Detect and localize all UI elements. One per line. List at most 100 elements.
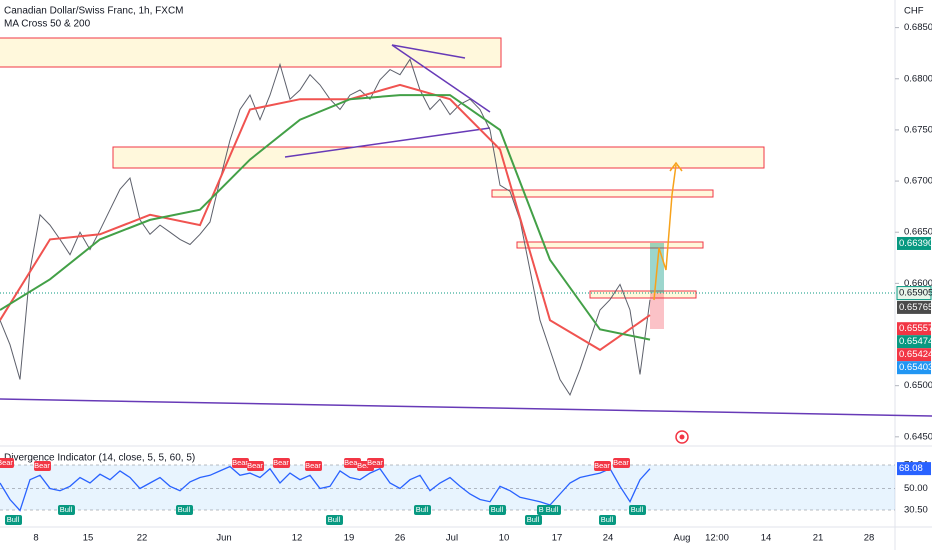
signal-label: Bear xyxy=(367,458,383,467)
x-tick-label: Jun xyxy=(216,533,231,544)
signal-tag xyxy=(525,515,542,525)
zone xyxy=(0,37,502,68)
signal-tag xyxy=(414,505,431,515)
x-tick-label: 10 xyxy=(499,533,510,544)
oscillator-title: Divergence Indicator (14, close, 5, 5, 6… xyxy=(4,453,195,464)
signal-label: Bear xyxy=(594,461,610,470)
x-tick-label: 24 xyxy=(603,533,614,544)
signal-label: Bull xyxy=(546,505,559,514)
projection-head xyxy=(669,161,683,172)
x-tick-label: 12 xyxy=(292,533,303,544)
x-tick-label: 15 xyxy=(83,533,94,544)
x-tick-label: 21 xyxy=(813,533,824,544)
trendline xyxy=(391,44,466,59)
price-badge-label: 0.65557 xyxy=(899,323,932,334)
x-tick-label: 14 xyxy=(761,533,772,544)
price-badge-label: 0.65474 xyxy=(899,336,932,347)
long-stop xyxy=(650,293,664,329)
signal-tag xyxy=(5,515,22,525)
signal-tag xyxy=(594,461,611,471)
signal-label: Bull xyxy=(601,515,614,524)
signal-tag xyxy=(273,458,290,468)
signal-tag xyxy=(613,458,630,468)
x-tick-label: 22 xyxy=(137,533,148,544)
zone xyxy=(516,241,704,249)
signal-tag xyxy=(367,458,384,468)
x-tick-label: Jul xyxy=(446,533,458,544)
signal-tag xyxy=(629,505,646,515)
x-tick-label: 17 xyxy=(552,533,563,544)
series-line xyxy=(0,465,651,512)
symbol-title: Canadian Dollar/Swiss Franc, 1h, FXCM xyxy=(4,6,184,17)
x-tick-label: 28 xyxy=(864,533,875,544)
zone xyxy=(112,146,765,169)
zone xyxy=(589,290,697,299)
signal-label: Bear xyxy=(247,461,263,470)
price-badge xyxy=(897,335,931,349)
trendline xyxy=(284,127,491,158)
price-badge xyxy=(897,300,931,314)
price-badge xyxy=(897,236,931,250)
indicator-title: MA Cross 50 & 200 xyxy=(4,19,91,30)
alert-icon[interactable] xyxy=(675,430,689,444)
projection xyxy=(653,164,677,301)
signal-tag xyxy=(0,458,14,468)
alert-dot xyxy=(679,434,685,440)
series-line xyxy=(0,58,651,396)
band xyxy=(0,465,895,510)
signal-tag xyxy=(305,461,322,471)
signal-label: Bear xyxy=(273,458,289,467)
signal-tag xyxy=(232,458,249,468)
x-tick-label: 19 xyxy=(344,533,355,544)
trendline xyxy=(391,44,491,113)
signal-label: Bull xyxy=(491,505,504,514)
signal-tag xyxy=(599,515,616,525)
signal-label: Bear xyxy=(305,461,321,470)
signal-tag xyxy=(344,458,361,468)
x-tick-label: 12:00 xyxy=(705,533,729,544)
support-line xyxy=(0,398,932,417)
signal-label: Bear xyxy=(613,458,629,467)
price-badge xyxy=(897,348,931,362)
signal-tag xyxy=(489,505,506,515)
series-line xyxy=(0,94,651,341)
signal-tag xyxy=(34,461,51,471)
signal-label: Bull xyxy=(328,515,341,524)
y-tick-label: 30.50 xyxy=(904,504,928,515)
x-tick-label: 26 xyxy=(395,533,406,544)
signal-label: Bear xyxy=(344,458,360,467)
y-tick-label: 50.00 xyxy=(904,483,928,494)
signal-label: Bull xyxy=(7,515,20,524)
series-line xyxy=(0,83,651,352)
signal-tag xyxy=(247,461,264,471)
price-badge xyxy=(897,322,931,336)
currency: CHF xyxy=(904,6,924,17)
signal-label: Bear xyxy=(357,461,373,470)
value-badge-label: 68.08 xyxy=(899,463,923,474)
zone xyxy=(491,189,714,198)
signal-label: Bear xyxy=(232,458,248,467)
price-badge-label: 0.66390 xyxy=(899,238,932,249)
signal-label: Bear xyxy=(0,458,13,467)
price-badge xyxy=(897,361,931,375)
signal-label: Bull xyxy=(60,505,73,514)
price-badge xyxy=(896,286,932,301)
signal-label: Bull xyxy=(631,505,644,514)
signal-label: Bull xyxy=(527,515,540,524)
x-tick-label: Aug xyxy=(674,533,691,544)
price-badge-label: 0.65403 xyxy=(899,362,932,373)
price-badge-label: 0.65765 xyxy=(899,302,932,313)
signal-label: Bull xyxy=(178,505,191,514)
drawings xyxy=(0,37,932,444)
value-badge xyxy=(897,462,931,476)
